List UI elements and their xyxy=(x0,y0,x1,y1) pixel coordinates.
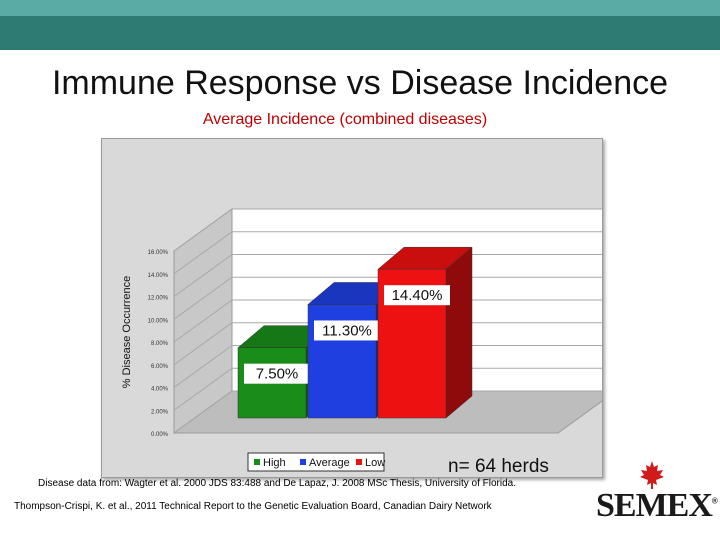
slide-title: Immune Response vs Disease Incidence xyxy=(51,64,669,102)
y-axis-label: % Disease Occurrence xyxy=(121,276,133,389)
semex-logo: SEMEX® xyxy=(596,459,718,524)
bar-chart: 0.00% 2.00% 4.00% 6.00% 8.00% 10.00% 12.00% 14.… xyxy=(121,208,602,477)
chart-frame: 0.00% 2.00% 4.00% 6.00% 8.00% 10.00% 12.00% 14.… xyxy=(101,138,603,478)
y-tick-label: 0.00% xyxy=(151,432,169,438)
y-tick-label: 6.00% xyxy=(151,364,169,370)
data-label: 14.40% xyxy=(392,287,443,304)
gridline xyxy=(173,231,602,275)
data-label-box xyxy=(314,320,380,341)
gridline xyxy=(173,345,602,388)
maple-leaf-icon xyxy=(640,461,664,489)
y-tick-label: 16.00% xyxy=(148,250,169,256)
registered-mark: ® xyxy=(711,496,718,506)
legend-swatch xyxy=(356,459,362,465)
data-label: 7.50% xyxy=(256,366,299,383)
gridline xyxy=(173,299,602,343)
y-tick-label: 14.00% xyxy=(148,273,169,279)
gridline xyxy=(173,254,602,297)
legend-swatch xyxy=(254,459,260,465)
legend-entry: Low xyxy=(365,457,385,469)
y-tick-label: 4.00% xyxy=(151,387,169,393)
gridline xyxy=(173,390,602,434)
gridline xyxy=(173,208,602,252)
legend-swatch xyxy=(300,459,306,465)
sample-size-annotation: n= 64 herds xyxy=(448,456,549,477)
y-tick-label: 12.00% xyxy=(148,296,169,302)
legend-entry: Average xyxy=(309,457,350,469)
gridline xyxy=(173,276,602,320)
legend-entry: High xyxy=(263,457,286,469)
data-label: 11.30% xyxy=(322,322,372,339)
footnote-data-source: Disease data from: Wagter et al. 2000 JD… xyxy=(38,478,517,489)
gridline xyxy=(173,367,602,411)
top-band-dark xyxy=(0,16,720,50)
bar-low-side xyxy=(445,246,473,419)
legend xyxy=(247,452,385,472)
gridline xyxy=(173,322,602,366)
data-label-box xyxy=(384,285,450,306)
y-tick-label: 10.00% xyxy=(148,318,169,324)
top-band-light xyxy=(0,0,720,16)
y-tick-label: 2.00% xyxy=(151,409,169,415)
chart-title: Average Incidence (combined diseases) xyxy=(202,111,488,128)
footnote-report: Thompson-Crispi, K. et al., 2011 Technic… xyxy=(14,501,492,512)
y-tick-label: 8.00% xyxy=(151,341,169,347)
data-label-box xyxy=(244,363,310,384)
logo-text: SEMEX® xyxy=(596,487,718,524)
